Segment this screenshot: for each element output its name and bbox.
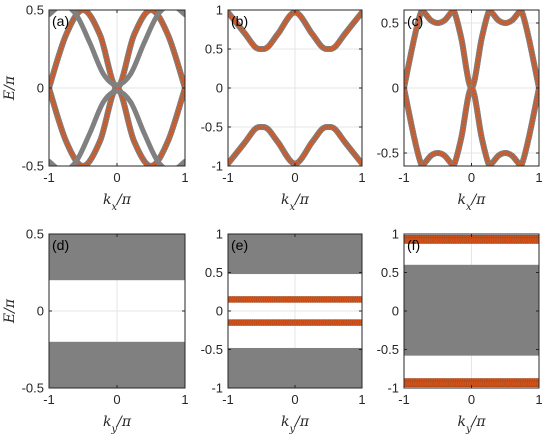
x-axis-label: ky/π bbox=[457, 414, 486, 435]
y-tick-label: 1 bbox=[216, 227, 223, 242]
x-tick-label: -1 bbox=[43, 392, 55, 407]
panel-label: (f) bbox=[407, 237, 420, 253]
y-tick-label: 0.5 bbox=[205, 42, 223, 57]
panel-label: (c) bbox=[407, 13, 423, 29]
y-tick-label: -0.5 bbox=[201, 342, 223, 357]
x-axis-label: kx/π bbox=[281, 192, 310, 213]
edge-state-point bbox=[358, 319, 362, 326]
y-tick-label: 0 bbox=[216, 304, 223, 319]
energy-band bbox=[228, 347, 362, 388]
x-axis-label: ky/π bbox=[281, 414, 310, 435]
chart-panel-e: -1 0 1 -1 -0.5 0 0.5 1 ky/π (e) bbox=[201, 227, 366, 435]
y-tick-label: -0.5 bbox=[377, 146, 399, 161]
x-tick-label: 0 bbox=[468, 170, 475, 185]
x-tick-label: -1 bbox=[398, 392, 410, 407]
x-tick-label: 0 bbox=[291, 170, 298, 185]
y-tick-label: 0 bbox=[392, 304, 399, 319]
energy-band bbox=[404, 264, 539, 356]
y-tick-label: 0.5 bbox=[381, 265, 399, 280]
plot-area bbox=[404, 10, 539, 166]
y-tick-label: -0.5 bbox=[377, 342, 399, 357]
x-tick-label: -1 bbox=[43, 170, 55, 185]
chart-panel-c: -1 0 1 -0.5 0 0.5 kx/π (c) bbox=[377, 9, 543, 213]
y-tick-label: -1 bbox=[211, 159, 223, 174]
chart-panel-f: -1 0 1 -1 -0.5 0 0.5 1 ky/π (f) bbox=[377, 227, 543, 435]
y-tick-label: 0.5 bbox=[26, 3, 44, 18]
chart-panel-b: -1 0 1 -1 -0.5 0 0.5 1 kx/π (b) bbox=[201, 3, 366, 213]
plot-area bbox=[228, 234, 362, 388]
y-tick-label: 0 bbox=[37, 81, 44, 96]
y-tick-label: -1 bbox=[211, 381, 223, 396]
x-tick-label: 0 bbox=[291, 392, 298, 407]
edge-state-point bbox=[535, 380, 539, 388]
y-axis-label: E/π bbox=[2, 298, 18, 324]
x-tick-label: -1 bbox=[222, 170, 234, 185]
y-tick-label: 0 bbox=[392, 81, 399, 96]
x-axis-label: ky/π bbox=[103, 414, 132, 435]
edge-state-point bbox=[358, 296, 362, 303]
y-tick-label: 0 bbox=[216, 81, 223, 96]
x-tick-label: -1 bbox=[398, 170, 410, 185]
x-tick-label: 0 bbox=[113, 170, 120, 185]
y-tick-label: 0.5 bbox=[381, 16, 399, 31]
x-tick-label: 1 bbox=[358, 170, 365, 185]
y-tick-label: 1 bbox=[392, 227, 399, 242]
x-axis-label: kx/π bbox=[457, 192, 486, 213]
x-tick-label: 1 bbox=[358, 392, 365, 407]
energy-band bbox=[228, 234, 362, 275]
panel-label: (a) bbox=[52, 13, 69, 29]
y-axis-label: E/π bbox=[2, 75, 18, 101]
plot-area bbox=[49, 10, 185, 166]
x-tick-label: 1 bbox=[181, 392, 188, 407]
y-tick-label: 1 bbox=[216, 3, 223, 18]
x-tick-label: 1 bbox=[181, 170, 188, 185]
x-tick-label: 1 bbox=[535, 392, 542, 407]
panel-label: (b) bbox=[231, 13, 248, 29]
y-tick-label: 0 bbox=[37, 304, 44, 319]
y-tick-label: -1 bbox=[387, 381, 399, 396]
x-tick-label: 0 bbox=[468, 392, 475, 407]
plot-area bbox=[404, 234, 539, 388]
x-tick-label: -1 bbox=[222, 392, 234, 407]
chart-panel-a: -1 0 1 -0.5 0 0.5 kx/π E/π (a) bbox=[2, 3, 189, 213]
y-tick-label: -0.5 bbox=[22, 159, 44, 174]
panel-label: (d) bbox=[52, 237, 69, 253]
x-tick-label: 0 bbox=[113, 392, 120, 407]
energy-band bbox=[49, 341, 185, 388]
edge-state-point bbox=[535, 237, 539, 244]
y-tick-label: -0.5 bbox=[22, 381, 44, 396]
chart-panel-d: -1 0 1 -0.5 0 0.5 ky/π E/π (d) bbox=[2, 227, 189, 435]
y-tick-label: -0.5 bbox=[201, 120, 223, 135]
y-tick-label: 0.5 bbox=[26, 227, 44, 242]
x-tick-label: 1 bbox=[535, 170, 542, 185]
x-axis-label: kx/π bbox=[103, 192, 132, 213]
panel-label: (e) bbox=[231, 237, 248, 253]
plot-area bbox=[49, 234, 185, 388]
y-tick-label: 0.5 bbox=[205, 265, 223, 280]
energy-band bbox=[49, 234, 185, 281]
